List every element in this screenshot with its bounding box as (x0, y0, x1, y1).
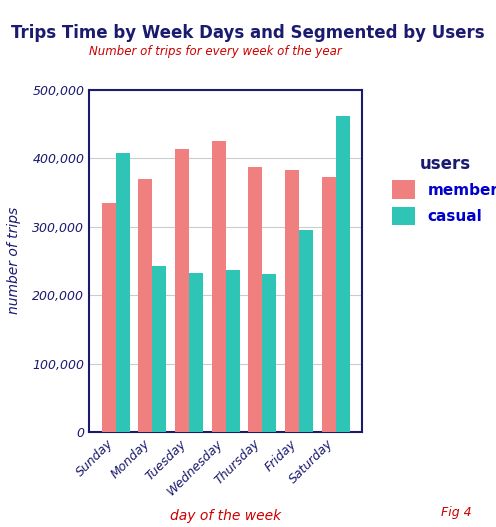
X-axis label: day of the week: day of the week (170, 509, 281, 523)
Bar (285, 170, 299, 432)
Bar (248, 167, 262, 432)
Bar (189, 273, 203, 432)
Bar (262, 274, 276, 432)
Bar (322, 177, 336, 432)
Bar (299, 230, 313, 432)
Text: Trips Time by Week Days and Segmented by Users: Trips Time by Week Days and Segmented by… (11, 24, 485, 42)
Bar (336, 115, 350, 432)
Y-axis label: number of trips: number of trips (7, 207, 21, 315)
Bar (102, 203, 116, 432)
Bar (152, 266, 166, 432)
Bar (175, 149, 189, 432)
Bar (226, 270, 240, 432)
Text: Fig 4: Fig 4 (440, 506, 471, 520)
Bar (138, 179, 152, 432)
Text: Number of trips for every week of the year: Number of trips for every week of the ye… (89, 45, 342, 58)
Bar (212, 141, 226, 432)
Bar (116, 153, 129, 432)
Legend: member, casual: member, casual (386, 149, 496, 231)
